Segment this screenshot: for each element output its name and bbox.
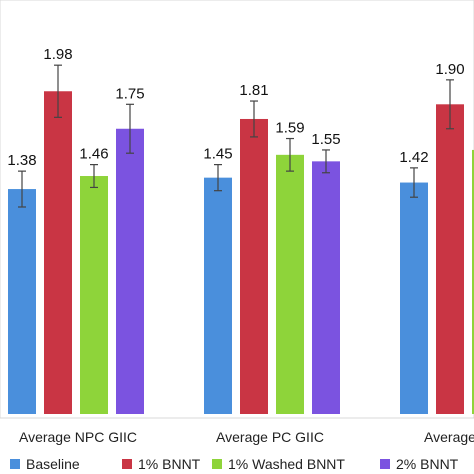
- bar-4-1: [116, 128, 144, 414]
- value-label-4-2: 1.55: [311, 131, 340, 148]
- legend-swatch-3: [212, 459, 222, 469]
- legend-label-4: 2% BNNT: [396, 456, 459, 472]
- value-label-2-1: 1.98: [43, 46, 72, 63]
- value-label-4-1: 1.75: [115, 85, 144, 102]
- category-label-1: Average NPC GIIC: [19, 429, 137, 445]
- value-label-2-2: 1.81: [239, 82, 268, 99]
- bar-3-1: [80, 176, 108, 414]
- legend-label-2: 1% BNNT: [138, 456, 201, 472]
- bar-3-3: [472, 149, 474, 414]
- legend-swatch-1: [10, 459, 20, 469]
- value-label-1-1: 1.38: [7, 152, 36, 169]
- value-label-1-3: 1.42: [399, 149, 428, 166]
- bar-2-2: [240, 118, 268, 414]
- legend-label-1: Baseline: [26, 456, 80, 472]
- category-label-3: Average: [424, 429, 474, 445]
- category-label-2: Average PC GIIC: [216, 429, 324, 445]
- bars-layer: [8, 91, 474, 415]
- value-label-3-2: 1.59: [275, 120, 304, 137]
- plot-frame: [0, 0, 474, 419]
- bar-1-3: [400, 182, 428, 414]
- bar-1-2: [204, 177, 232, 414]
- value-label-2-3: 1.90: [435, 61, 464, 78]
- bar-1-1: [8, 189, 36, 414]
- value-label-3-1: 1.46: [79, 146, 108, 163]
- value-labels-layer: 1.38 1.98 1.46 1.75 1.45 1.81 1.59 1.55 1.42 1.90: [7, 46, 464, 169]
- category-labels-layer: Average NPC GIIC Average PC GIIC Average: [19, 429, 474, 445]
- legend: Baseline 1% BNNT 1% Washed BNNT 2% BNNT: [10, 456, 459, 472]
- legend-swatch-2: [122, 459, 132, 469]
- bar-2-3: [436, 104, 464, 415]
- bar-3-2: [276, 154, 304, 414]
- bar-2-1: [44, 91, 72, 414]
- bar-4-2: [312, 161, 340, 414]
- legend-label-3: 1% Washed BNNT: [228, 456, 345, 472]
- value-label-1-2: 1.45: [203, 146, 232, 163]
- legend-swatch-4: [380, 459, 390, 469]
- error-bars-layer: [18, 64, 454, 208]
